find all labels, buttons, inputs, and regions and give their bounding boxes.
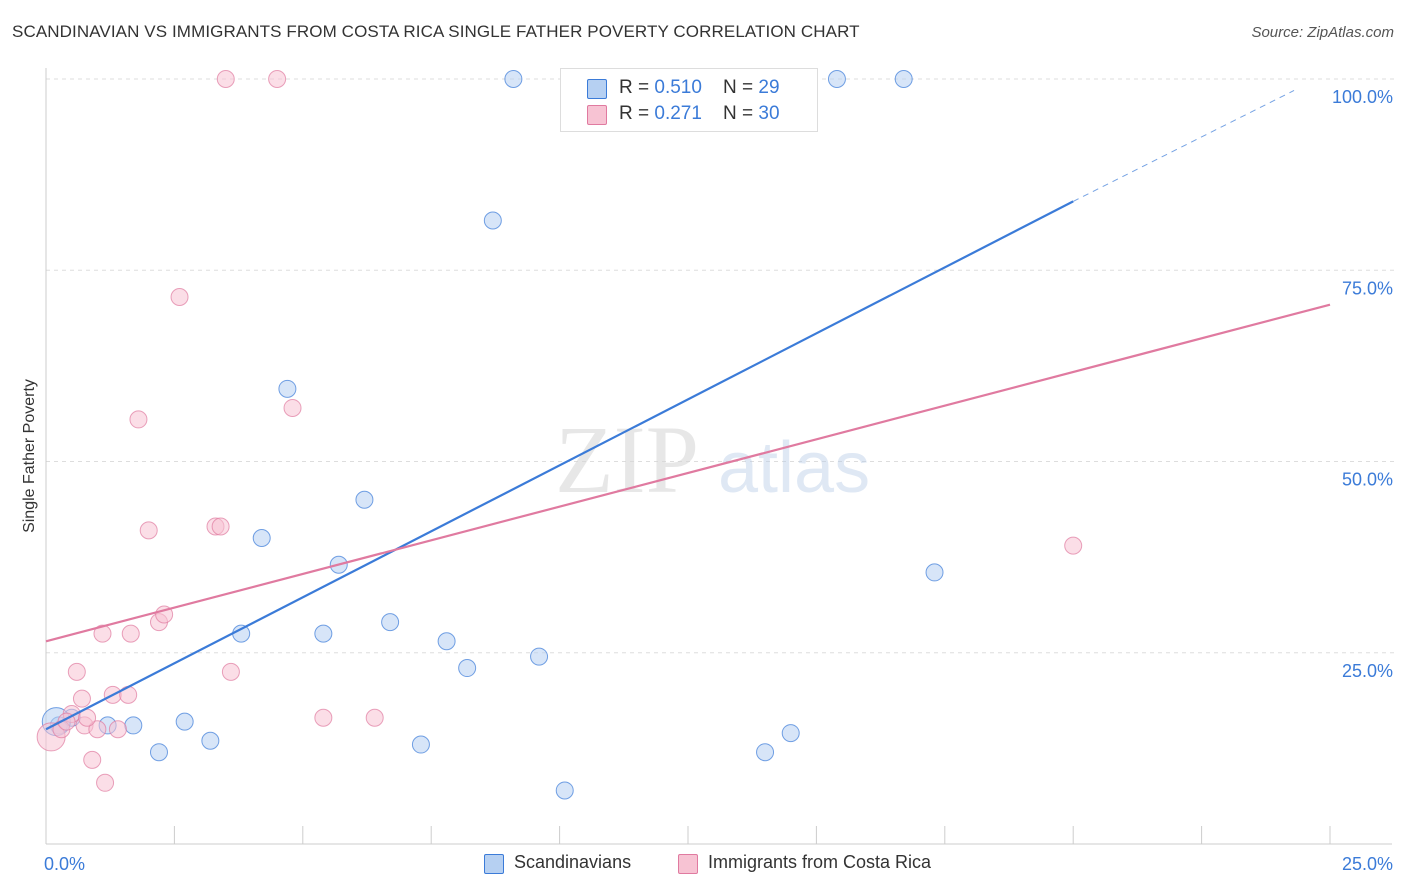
point-scandinavians (252, 529, 271, 547)
r-value: 0.510 (654, 77, 702, 98)
swatch-scandinavians (484, 854, 504, 874)
point-scandinavians (925, 563, 944, 582)
n-value: 30 (758, 103, 780, 124)
y-tick-label: 100.0% (1332, 87, 1393, 107)
point-costa-rica (221, 662, 240, 681)
point-scandinavians (355, 490, 374, 509)
point-costa-rica (121, 624, 140, 643)
point-costa-rica (72, 689, 91, 708)
point-scandinavians (149, 743, 168, 762)
point-costa-rica (211, 517, 230, 536)
point-costa-rica (67, 662, 86, 681)
y-tick-label: 75.0% (1342, 278, 1393, 298)
r-value: 0.271 (654, 103, 702, 124)
point-scandinavians (781, 724, 800, 743)
point-scandinavians (201, 731, 220, 750)
point-scandinavians (504, 70, 523, 88)
point-scandinavians (827, 70, 846, 88)
swatch-scandinavians (587, 79, 607, 99)
n-label: N = (723, 103, 759, 124)
point-scandinavians (175, 712, 194, 731)
point-scandinavians (381, 613, 400, 632)
point-scandinavians (124, 716, 143, 735)
point-scandinavians (314, 624, 333, 643)
point-scandinavians (278, 379, 297, 398)
x-tick-label: 0.0% (44, 854, 85, 874)
point-scandinavians (483, 211, 502, 230)
legend-label: Immigrants from Costa Rica (708, 852, 932, 872)
grid-lines (46, 78, 1394, 654)
stats-legend: R = 0.510 N = 29 R = 0.271 N = 30 (560, 68, 818, 132)
point-scandinavians (458, 659, 477, 678)
point-scandinavians (894, 70, 913, 88)
point-costa-rica (216, 70, 235, 88)
r-label: R = (619, 103, 655, 124)
trend-extension-scandinavians (1072, 90, 1295, 202)
point-costa-rica (129, 410, 148, 429)
point-costa-rica (314, 708, 333, 727)
swatch-costa-rica (678, 854, 698, 874)
legend-label: Scandinavians (514, 852, 632, 872)
watermark-atlas: atlas (718, 428, 870, 508)
series-legend: Scandinavians Immigrants from Costa Rica (0, 852, 1406, 878)
point-scandinavians (437, 632, 456, 651)
y-tick-label: 50.0% (1342, 470, 1393, 490)
point-costa-rica (170, 288, 189, 307)
x-tick-label: 25.0% (1342, 854, 1393, 874)
swatch-costa-rica (587, 105, 607, 125)
data-points (36, 70, 1083, 800)
point-scandinavians (232, 624, 251, 643)
n-label: N = (723, 77, 759, 98)
point-costa-rica (365, 708, 384, 727)
point-scandinavians (411, 735, 430, 754)
tick-labels: 25.0% 50.0% 75.0% 100.0% 0.0% 25.0% (44, 87, 1393, 874)
watermark-zip: ZIP (555, 406, 699, 513)
point-costa-rica (1064, 536, 1083, 555)
point-costa-rica (268, 70, 287, 88)
point-costa-rica (283, 398, 302, 417)
point-scandinavians (756, 743, 775, 762)
y-axis-label: Single Father Poverty (21, 379, 38, 533)
point-costa-rica (93, 624, 112, 643)
point-costa-rica (88, 720, 107, 739)
source-label: Source: ZipAtlas.com (1251, 24, 1394, 41)
point-costa-rica (108, 720, 127, 739)
n-value: 29 (758, 77, 780, 98)
point-scandinavians (555, 781, 574, 800)
r-label: R = (619, 77, 655, 98)
chart-title: SCANDINAVIAN VS IMMIGRANTS FROM COSTA RI… (12, 22, 860, 41)
trend-line-scandinavians (45, 200, 1074, 731)
trend-lines (45, 90, 1331, 731)
point-costa-rica (83, 750, 102, 769)
trend-line-costa-rica (45, 303, 1331, 643)
point-costa-rica (139, 521, 158, 540)
point-scandinavians (530, 647, 549, 666)
y-tick-label: 25.0% (1342, 661, 1393, 681)
point-costa-rica (96, 773, 115, 792)
